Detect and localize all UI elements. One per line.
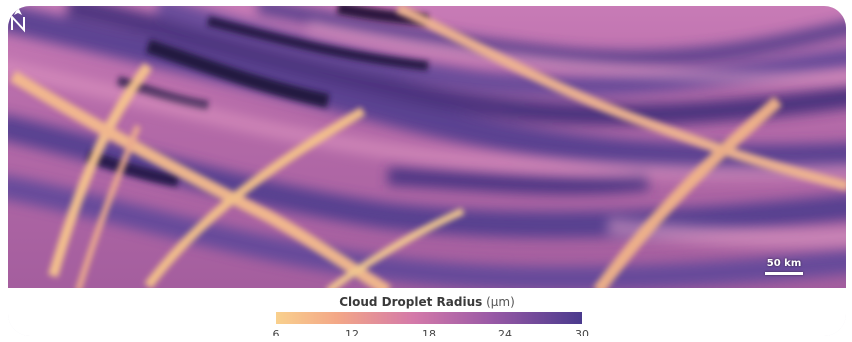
satellite-map: 50 km	[8, 6, 846, 288]
legend-tick: 18	[422, 328, 436, 336]
legend-title-text: Cloud Droplet Radius	[339, 295, 483, 309]
legend-unit: (μm)	[486, 295, 515, 309]
color-legend: Cloud Droplet Radius (μm) 6 12 18 24 30	[8, 288, 846, 336]
scale-bar: 50 km	[765, 258, 827, 280]
legend-title: Cloud Droplet Radius (μm)	[8, 295, 846, 309]
legend-tick: 30	[575, 328, 589, 336]
legend-tick: 6	[272, 328, 280, 336]
image-frame: 50 km Cloud Droplet Radius (μm) 6 12 18 …	[8, 6, 846, 336]
scale-bar-line	[765, 272, 803, 275]
scale-bar-label: 50 km	[766, 258, 802, 269]
cloud-droplet-imagery	[8, 6, 846, 288]
legend-colorbar	[276, 312, 582, 324]
legend-tick: 12	[345, 328, 359, 336]
north-arrow-icon	[11, 7, 25, 33]
legend-tick: 24	[498, 328, 512, 336]
